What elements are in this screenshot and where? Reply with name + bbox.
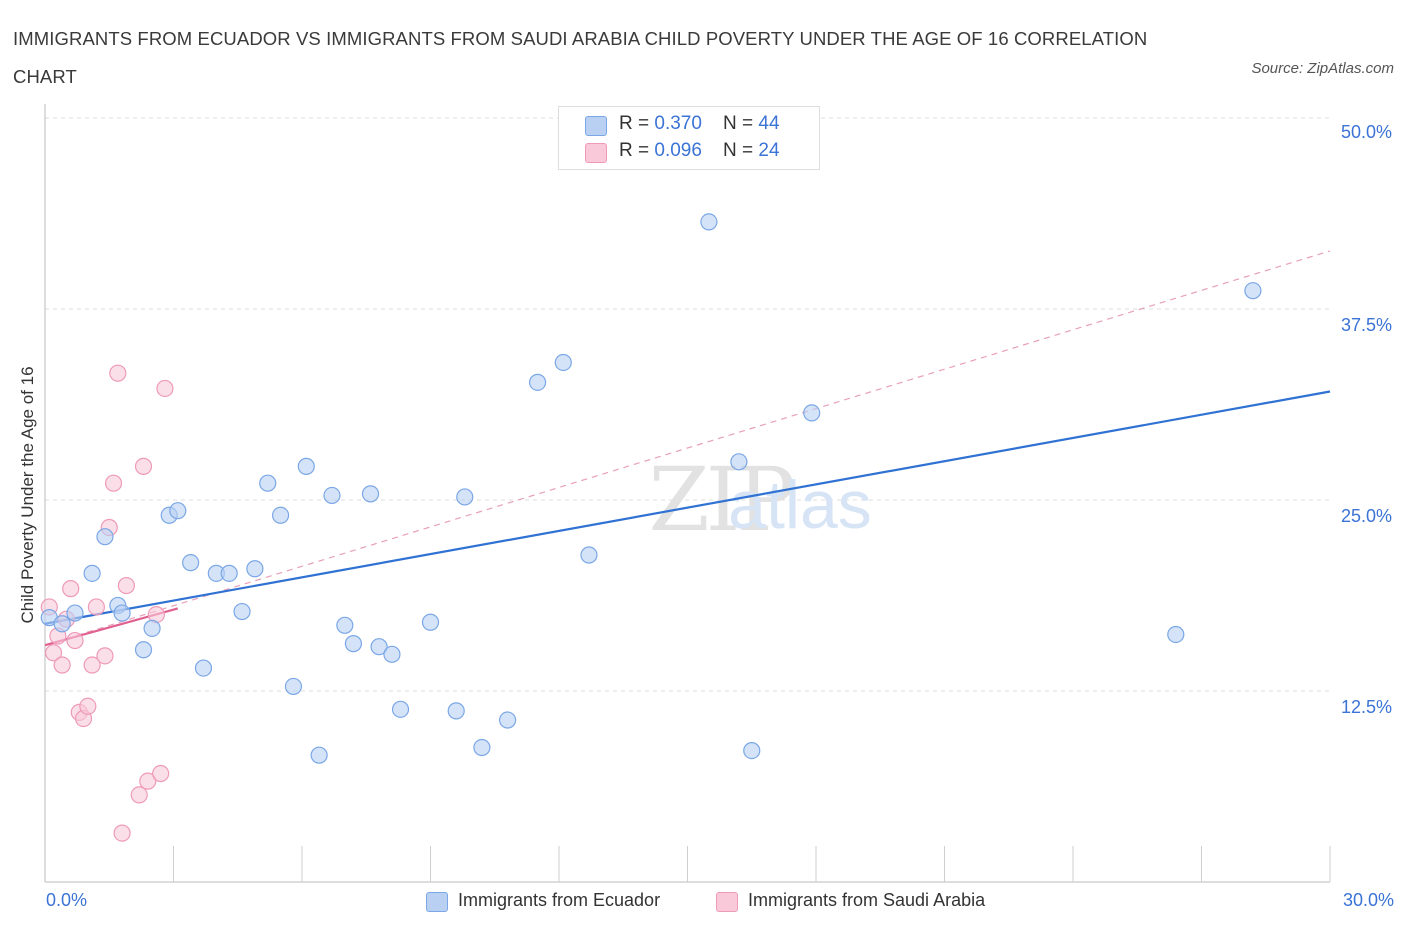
r-label: R =	[619, 140, 655, 161]
point-ecuador-33	[499, 711, 517, 729]
point-ecuador-38	[700, 213, 718, 231]
x-tick-label-max: 30.0%	[1342, 890, 1394, 910]
point-saudi-arabia-19	[134, 457, 153, 475]
point-ecuador-34	[528, 373, 547, 391]
x-tick-label-min: 0.0%	[46, 890, 88, 910]
point-ecuador-42	[1167, 625, 1185, 644]
point-ecuador-20	[297, 457, 315, 475]
point-ecuador-4	[96, 528, 114, 546]
swatch-saudi-arabia	[585, 143, 607, 163]
legend-label-ecuador: Immigrants from Ecuador	[458, 890, 661, 910]
watermark-zip: ZIP	[648, 448, 793, 551]
point-ecuador-19	[284, 677, 303, 696]
point-saudi-arabia-22	[152, 764, 170, 783]
legend-label-saudi-arabia: Immigrants from Saudi Arabia	[748, 890, 986, 910]
source-label: Source: ZipAtlas.com	[1251, 60, 1394, 77]
trend-line-saudi-arabia-extended	[44, 250, 1331, 646]
r-value: 0.370	[654, 113, 702, 134]
point-ecuador-29	[421, 613, 440, 631]
n-label: N =	[723, 113, 759, 134]
point-ecuador-2	[66, 604, 84, 622]
n-value: 24	[758, 140, 780, 161]
point-saudi-arabia-14	[104, 474, 123, 492]
point-ecuador-35	[554, 353, 572, 372]
point-ecuador-18	[271, 506, 290, 524]
point-saudi-arabia-23	[156, 379, 174, 398]
point-ecuador-7	[134, 641, 153, 659]
point-saudi-arabia-15	[109, 364, 127, 382]
point-ecuador-24	[344, 635, 362, 653]
legend-swatch-saudi-arabia	[716, 892, 738, 912]
point-saudi-arabia-12	[96, 647, 114, 665]
point-saudi-arabia-10	[83, 656, 101, 674]
point-ecuador-10	[169, 502, 187, 520]
point-saudi-arabia-20	[139, 772, 157, 790]
swatch-ecuador	[585, 116, 607, 136]
point-saudi-arabia-1	[44, 644, 63, 662]
r-label: R =	[619, 113, 655, 134]
r-value: 0.096	[654, 140, 702, 161]
point-saudi-arabia-16	[113, 824, 131, 842]
chart-title: IMMIGRANTS FROM ECUADOR VS IMMIGRANTS FR…	[13, 28, 1148, 87]
point-ecuador-23	[336, 616, 354, 634]
point-saudi-arabia-17	[117, 576, 135, 595]
point-ecuador-41	[803, 404, 821, 422]
point-saudi-arabia-5	[62, 580, 80, 598]
stats-legend: R = 0.370 N = 44 R = 0.096 N = 24	[558, 106, 820, 170]
point-saudi-arabia-6	[66, 631, 84, 650]
point-saudi-arabia-18	[130, 786, 148, 804]
point-ecuador-30	[447, 702, 465, 720]
legend-swatch-ecuador	[426, 892, 448, 912]
y-tick-label-25: 25.0%	[1340, 506, 1392, 526]
point-ecuador-43	[1244, 282, 1262, 300]
point-ecuador-17	[259, 474, 277, 492]
point-ecuador-16	[246, 560, 264, 578]
n-value: 44	[758, 113, 780, 134]
point-ecuador-3	[83, 564, 101, 582]
axes	[44, 104, 1331, 883]
point-ecuador-6	[113, 604, 131, 622]
point-ecuador-12	[194, 659, 213, 677]
point-ecuador-31	[456, 488, 474, 506]
point-ecuador-8	[143, 619, 161, 637]
point-ecuador-21	[310, 746, 328, 764]
y-tick-label-12-5: 12.5%	[1340, 697, 1392, 717]
trend-line-ecuador	[44, 390, 1331, 625]
point-ecuador-22	[323, 486, 341, 505]
point-ecuador-28	[391, 700, 410, 718]
point-ecuador-15	[233, 602, 251, 621]
point-ecuador-14	[220, 564, 238, 582]
point-ecuador-40	[743, 741, 761, 760]
n-label: N =	[723, 140, 759, 161]
point-saudi-arabia-9	[79, 697, 97, 715]
point-saudi-arabia-3	[53, 656, 71, 674]
point-saudi-arabia-11	[87, 598, 106, 616]
series-legend: Immigrants from Ecuador Immigrants from …	[0, 888, 1406, 916]
point-ecuador-25	[361, 485, 380, 503]
point-ecuador-39	[730, 453, 748, 471]
point-ecuador-36	[580, 546, 598, 564]
point-ecuador-27	[383, 645, 401, 663]
point-ecuador-26	[370, 638, 388, 656]
point-ecuador-11	[182, 554, 200, 572]
trend-lines	[44, 250, 1331, 647]
point-ecuador-32	[473, 738, 491, 757]
y-tick-label-50: 50.0%	[1340, 122, 1392, 142]
y-tick-label-37-5: 37.5%	[1340, 315, 1392, 335]
point-ecuador-1	[53, 615, 71, 633]
